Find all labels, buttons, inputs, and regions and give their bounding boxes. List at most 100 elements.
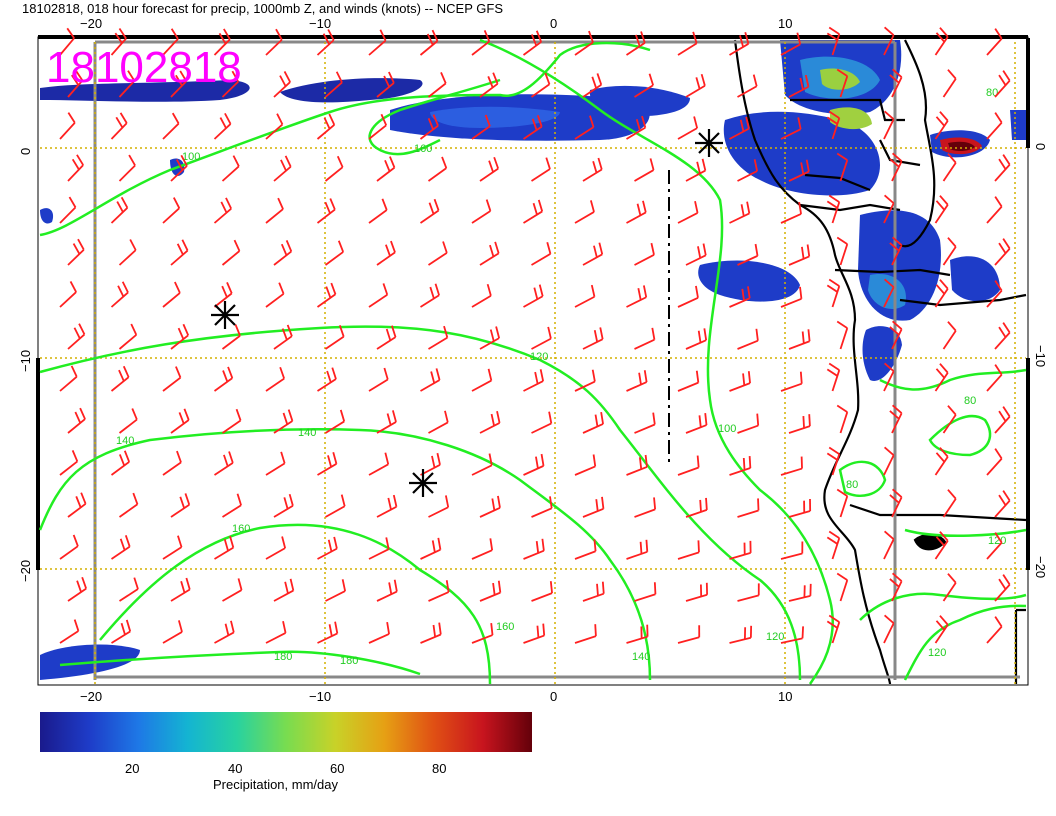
contour-label: 120 [530,351,548,363]
wind-barb [934,27,949,56]
wind-barb [531,157,551,182]
left-lat-tick: 0 [18,148,33,155]
wind-barb [788,329,811,350]
wind-barb [634,158,655,182]
wind-barb [316,113,336,140]
wind-barb [574,115,595,140]
wind-barb [729,455,752,476]
wind-barb [523,623,546,644]
colorbar-tick: 20 [125,761,139,776]
wind-barb [737,159,759,182]
wind-barb [582,496,605,518]
colorbar-tick: 60 [330,761,344,776]
wind-barb [883,26,895,56]
contour-label: 180 [274,651,292,663]
wind-barb [788,583,812,602]
colorbar-label: Precipitation, mm/day [213,777,338,792]
wind-barb [942,489,957,518]
wind-barb [59,450,79,476]
wind-barb [213,281,233,308]
colorbar-tick: 80 [432,761,446,776]
wind-barb [222,493,242,518]
wind-barb [162,112,180,140]
contour-label: 80 [846,479,858,491]
wind-barb [836,320,849,350]
contour-label: 160 [414,143,432,155]
wind-barb [111,619,132,644]
wind-barb [479,241,500,266]
wind-barb [634,582,657,602]
right-lat-tick: −10 [1033,345,1048,367]
top-lon-ticks: −20 −10 0 10 [80,16,792,31]
wind-barb [986,532,1003,560]
wind-barb [376,240,396,266]
wind-barb [118,323,138,350]
wind-barb [788,74,810,98]
wind-barb [265,621,287,644]
top-lon-tick: 10 [778,16,792,31]
wind-barb [836,404,849,434]
wind-barb [419,114,439,140]
wind-barb [110,450,131,476]
top-lon-tick: 0 [550,16,557,31]
wind-barb [889,152,903,182]
wind-barb [317,452,338,476]
wind-barb [826,446,841,476]
contour-label: 140 [116,435,134,447]
contour-label: 120 [928,647,946,659]
wind-barb [582,327,604,350]
wind-barb [420,283,440,308]
left-lat-ticks: 0 −10 −20 [18,148,33,582]
wind-barb [479,411,501,434]
wind-barb [883,530,895,560]
wind-barb [67,69,84,98]
wind-barb [162,197,181,224]
wind-barb [685,73,706,98]
wind-barb [889,236,903,266]
wind-barb [162,366,182,392]
wind-barb [428,410,449,434]
wind-barb [994,238,1011,266]
wind-barb [729,32,750,56]
wind-barb [942,321,957,350]
wind-barb [582,581,605,602]
wind-barb [67,407,86,434]
wind-barb [59,281,77,308]
wind-barb [170,408,190,434]
wind-barb [213,366,234,392]
wind-barb [523,199,544,224]
wind-barb [213,112,232,140]
wind-barb [479,72,499,98]
wind-barb [942,153,957,182]
wind-barb [582,73,603,98]
wind-barb [994,322,1011,350]
wind-barb [118,408,138,434]
cross-marker-northeast [695,129,723,157]
wind-barb [317,367,337,392]
wind-barb [737,328,759,350]
wind-barb [883,110,895,140]
wind-barb [994,154,1011,182]
wind-barb [994,406,1011,434]
wind-barb [325,494,346,518]
wind-barb [170,154,188,182]
wind-barb [427,71,447,98]
wind-barb [110,112,128,140]
wind-barb [942,573,957,602]
contour-label: 180 [340,655,358,667]
wind-barb [826,278,841,308]
wind-barb [59,534,79,560]
wind-barb [368,621,390,644]
wind-barb [788,498,812,518]
wind-barb [934,279,949,308]
wind-barb [420,537,442,560]
right-lat-ticks: 0 −10 −20 [1033,143,1048,578]
wind-barb [316,198,336,224]
wind-barb [634,242,655,266]
wind-barb [471,114,491,140]
wind-barb [737,413,760,434]
wind-barb [170,323,190,350]
wind-barb [626,624,649,644]
wind-barb [685,158,707,182]
wind-barb [531,326,552,350]
